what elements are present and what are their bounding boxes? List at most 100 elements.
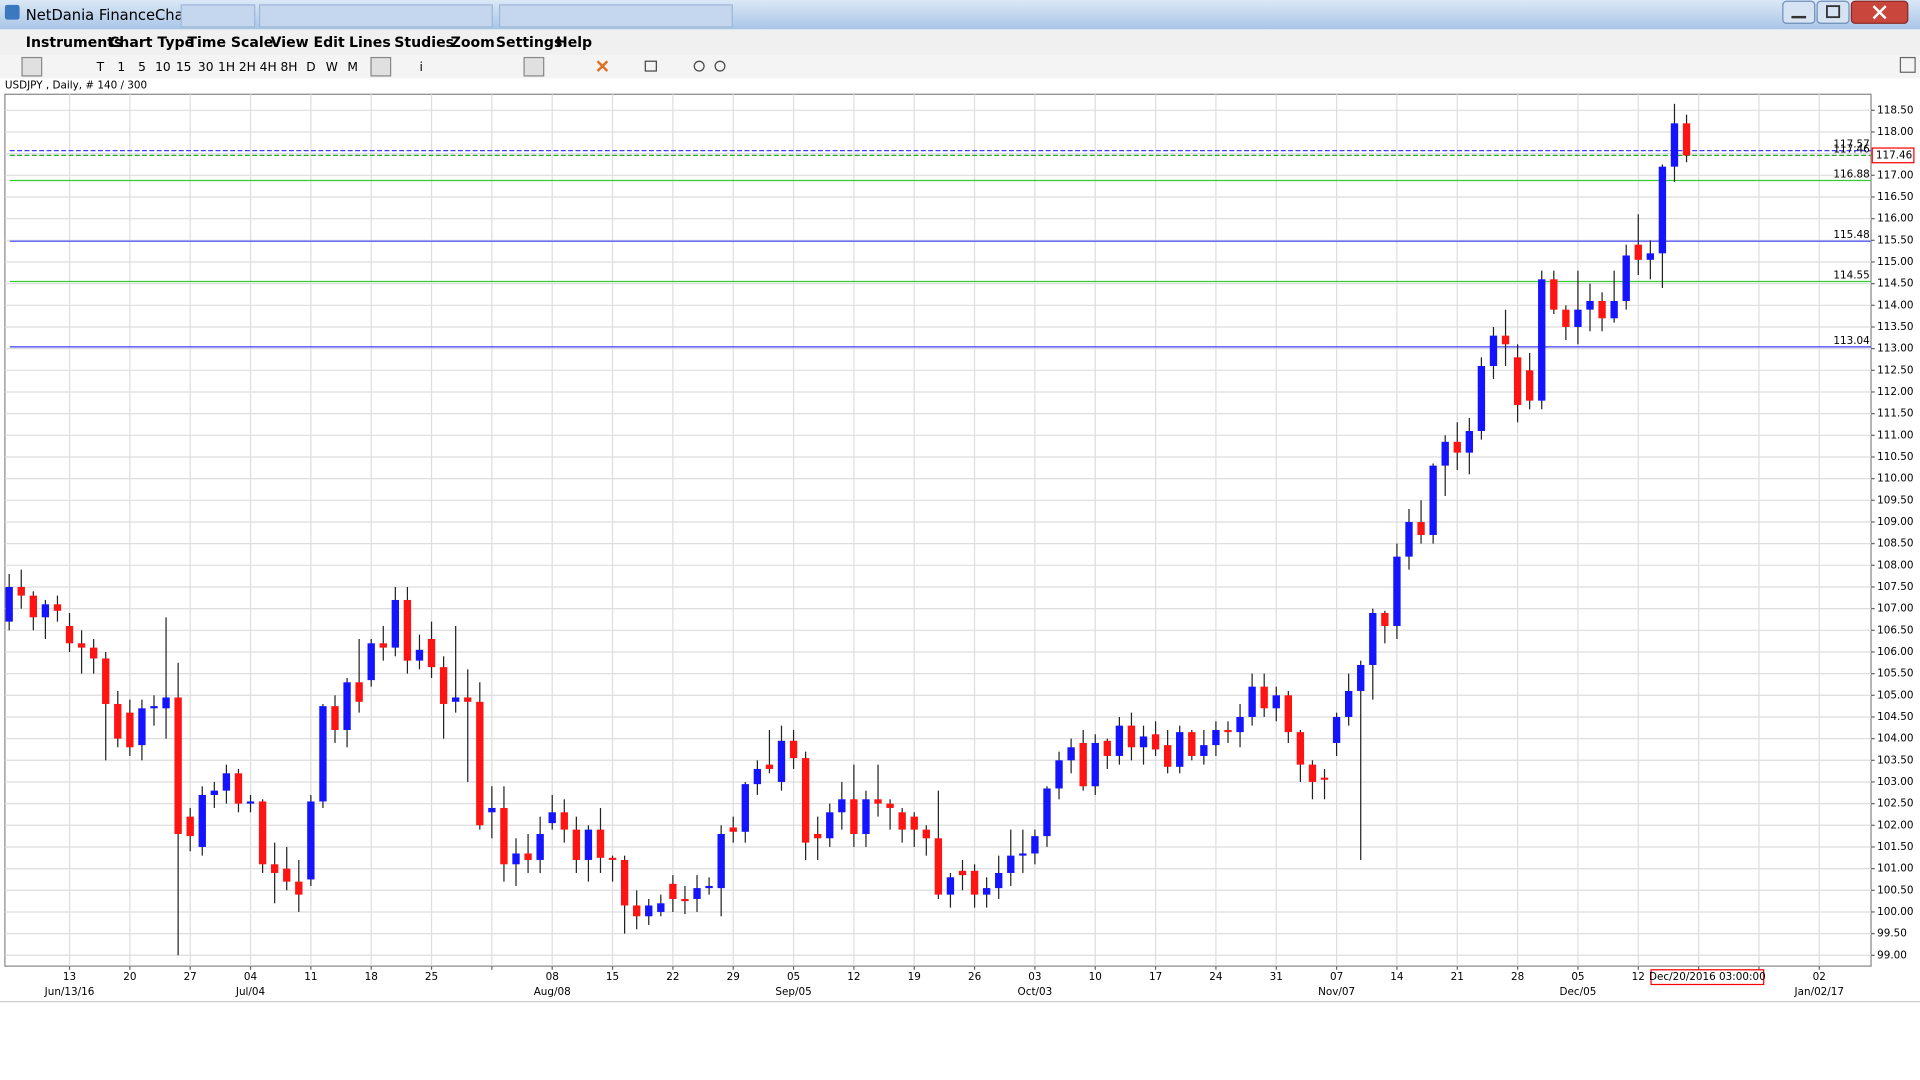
zoom-in-tool[interactable] xyxy=(693,60,705,72)
maximize-button[interactable] xyxy=(1816,0,1850,24)
cursor-date: Dec/20/2016 03:00:00 xyxy=(1649,971,1766,983)
candle-body xyxy=(114,703,122,739)
x-tick-label: 20 xyxy=(123,971,136,983)
level-label: 116.88 xyxy=(1833,168,1869,180)
level-label: 115.48 xyxy=(1833,229,1869,241)
menu-item[interactable]: Chart Type xyxy=(109,35,194,51)
toolbar-button[interactable]: D xyxy=(306,60,315,74)
toolbar-button[interactable]: 30 xyxy=(198,60,214,74)
candle-body xyxy=(693,888,701,899)
tab[interactable] xyxy=(498,4,733,28)
candle-body xyxy=(1272,695,1280,709)
candle-body xyxy=(1405,521,1413,557)
candle-body xyxy=(234,773,243,804)
toolbar-button[interactable]: 4H xyxy=(260,60,277,74)
x-tick-sublabel: Jun/13/16 xyxy=(44,986,95,998)
menu-item[interactable]: Studies xyxy=(394,35,454,51)
tab[interactable] xyxy=(258,4,493,28)
minimize-button[interactable] xyxy=(1782,0,1816,24)
candle-body xyxy=(1393,556,1401,626)
candle-body xyxy=(620,859,629,906)
toolbar-button[interactable]: 1 xyxy=(117,60,125,74)
candle-body xyxy=(452,697,460,702)
y-tick-label: 115.00 xyxy=(1877,256,1913,268)
toolbar-button[interactable]: M xyxy=(347,60,358,74)
candle-body xyxy=(476,701,484,826)
x-tick-label: 25 xyxy=(425,971,438,983)
x-tick-label: 12 xyxy=(847,971,860,983)
candle-body xyxy=(596,829,605,858)
toolbar-button[interactable]: W xyxy=(326,60,338,74)
print-tool[interactable] xyxy=(644,60,657,72)
candle-body xyxy=(331,706,339,730)
x-tick-label: 12 xyxy=(1632,971,1645,983)
y-tick-label: 105.00 xyxy=(1877,689,1913,701)
menu-item[interactable]: Help xyxy=(556,35,592,51)
menu-item[interactable]: Lines xyxy=(349,35,391,51)
y-tick-label: 116.50 xyxy=(1877,191,1913,203)
x-tick-sublabel: Aug/08 xyxy=(534,986,571,998)
menu-bar xyxy=(0,29,1920,56)
candle-body xyxy=(307,801,315,880)
menu-item[interactable]: Time Scale xyxy=(187,35,273,51)
candle-body xyxy=(1658,166,1667,254)
candle-body xyxy=(1007,855,1015,873)
menu-item[interactable]: View xyxy=(271,35,309,51)
candle-body xyxy=(65,625,74,644)
candle-body xyxy=(910,816,918,830)
level-label: 114.55 xyxy=(1833,269,1869,281)
candle-body xyxy=(427,638,436,668)
candle-body xyxy=(198,794,206,847)
candle-body xyxy=(669,883,677,899)
toolbar-button[interactable]: 1H xyxy=(218,60,235,74)
candle-body xyxy=(1127,725,1136,748)
x-tick-label: 15 xyxy=(606,971,619,983)
y-tick-label: 106.00 xyxy=(1877,646,1913,658)
candle-body xyxy=(126,712,134,748)
tab[interactable] xyxy=(180,4,256,28)
y-tick-label: 104.00 xyxy=(1877,733,1913,745)
candle-body xyxy=(379,643,387,648)
candle-tool[interactable] xyxy=(21,56,43,77)
menu-item[interactable]: Edit xyxy=(313,35,345,51)
x-tick-label: 03 xyxy=(1028,971,1041,983)
zoom-out-tool[interactable] xyxy=(714,60,726,72)
candle-body xyxy=(814,833,822,839)
candle-body xyxy=(174,697,182,834)
toolbar-button[interactable]: 15 xyxy=(176,60,192,74)
candle-body xyxy=(1562,309,1570,327)
candle-body xyxy=(970,870,979,895)
candle-body xyxy=(415,649,424,661)
candle-body xyxy=(391,599,400,648)
delete-tool[interactable] xyxy=(596,60,609,72)
menu-item[interactable]: Zoom xyxy=(451,35,495,51)
candle-body xyxy=(29,595,37,618)
toolbar-button[interactable]: 10 xyxy=(155,60,171,74)
candle-body xyxy=(789,740,798,759)
x-tick-label: 24 xyxy=(1209,971,1223,983)
menu-item[interactable]: Settings xyxy=(496,35,562,51)
x-tick-label: 05 xyxy=(787,971,800,983)
toolbar-button[interactable]: 2H xyxy=(239,60,256,74)
panel-button[interactable] xyxy=(1899,56,1916,73)
x-tick-label: 14 xyxy=(1390,971,1404,983)
x-tick-sublabel: Nov/07 xyxy=(1318,986,1355,998)
crosshair-tool[interactable] xyxy=(370,56,392,77)
toolbar-button[interactable]: T xyxy=(96,60,105,74)
y-tick-label: 111.00 xyxy=(1877,429,1913,441)
toolbar-button[interactable]: i xyxy=(420,60,423,74)
candle-body xyxy=(705,885,713,889)
y-tick-label: 112.00 xyxy=(1877,386,1913,398)
bar-tool[interactable] xyxy=(523,56,545,77)
toolbar-button[interactable]: 8H xyxy=(280,60,297,74)
candle-body xyxy=(645,905,653,917)
y-tick-label: 102.50 xyxy=(1877,798,1913,810)
candle-body xyxy=(1115,725,1124,756)
candle-body xyxy=(1103,740,1111,756)
candle-body xyxy=(319,706,327,802)
menu-item[interactable]: Instruments xyxy=(26,35,123,51)
candle-body xyxy=(1513,357,1522,405)
toolbar-button[interactable]: 5 xyxy=(138,60,146,74)
x-tick-label: 22 xyxy=(666,971,679,983)
